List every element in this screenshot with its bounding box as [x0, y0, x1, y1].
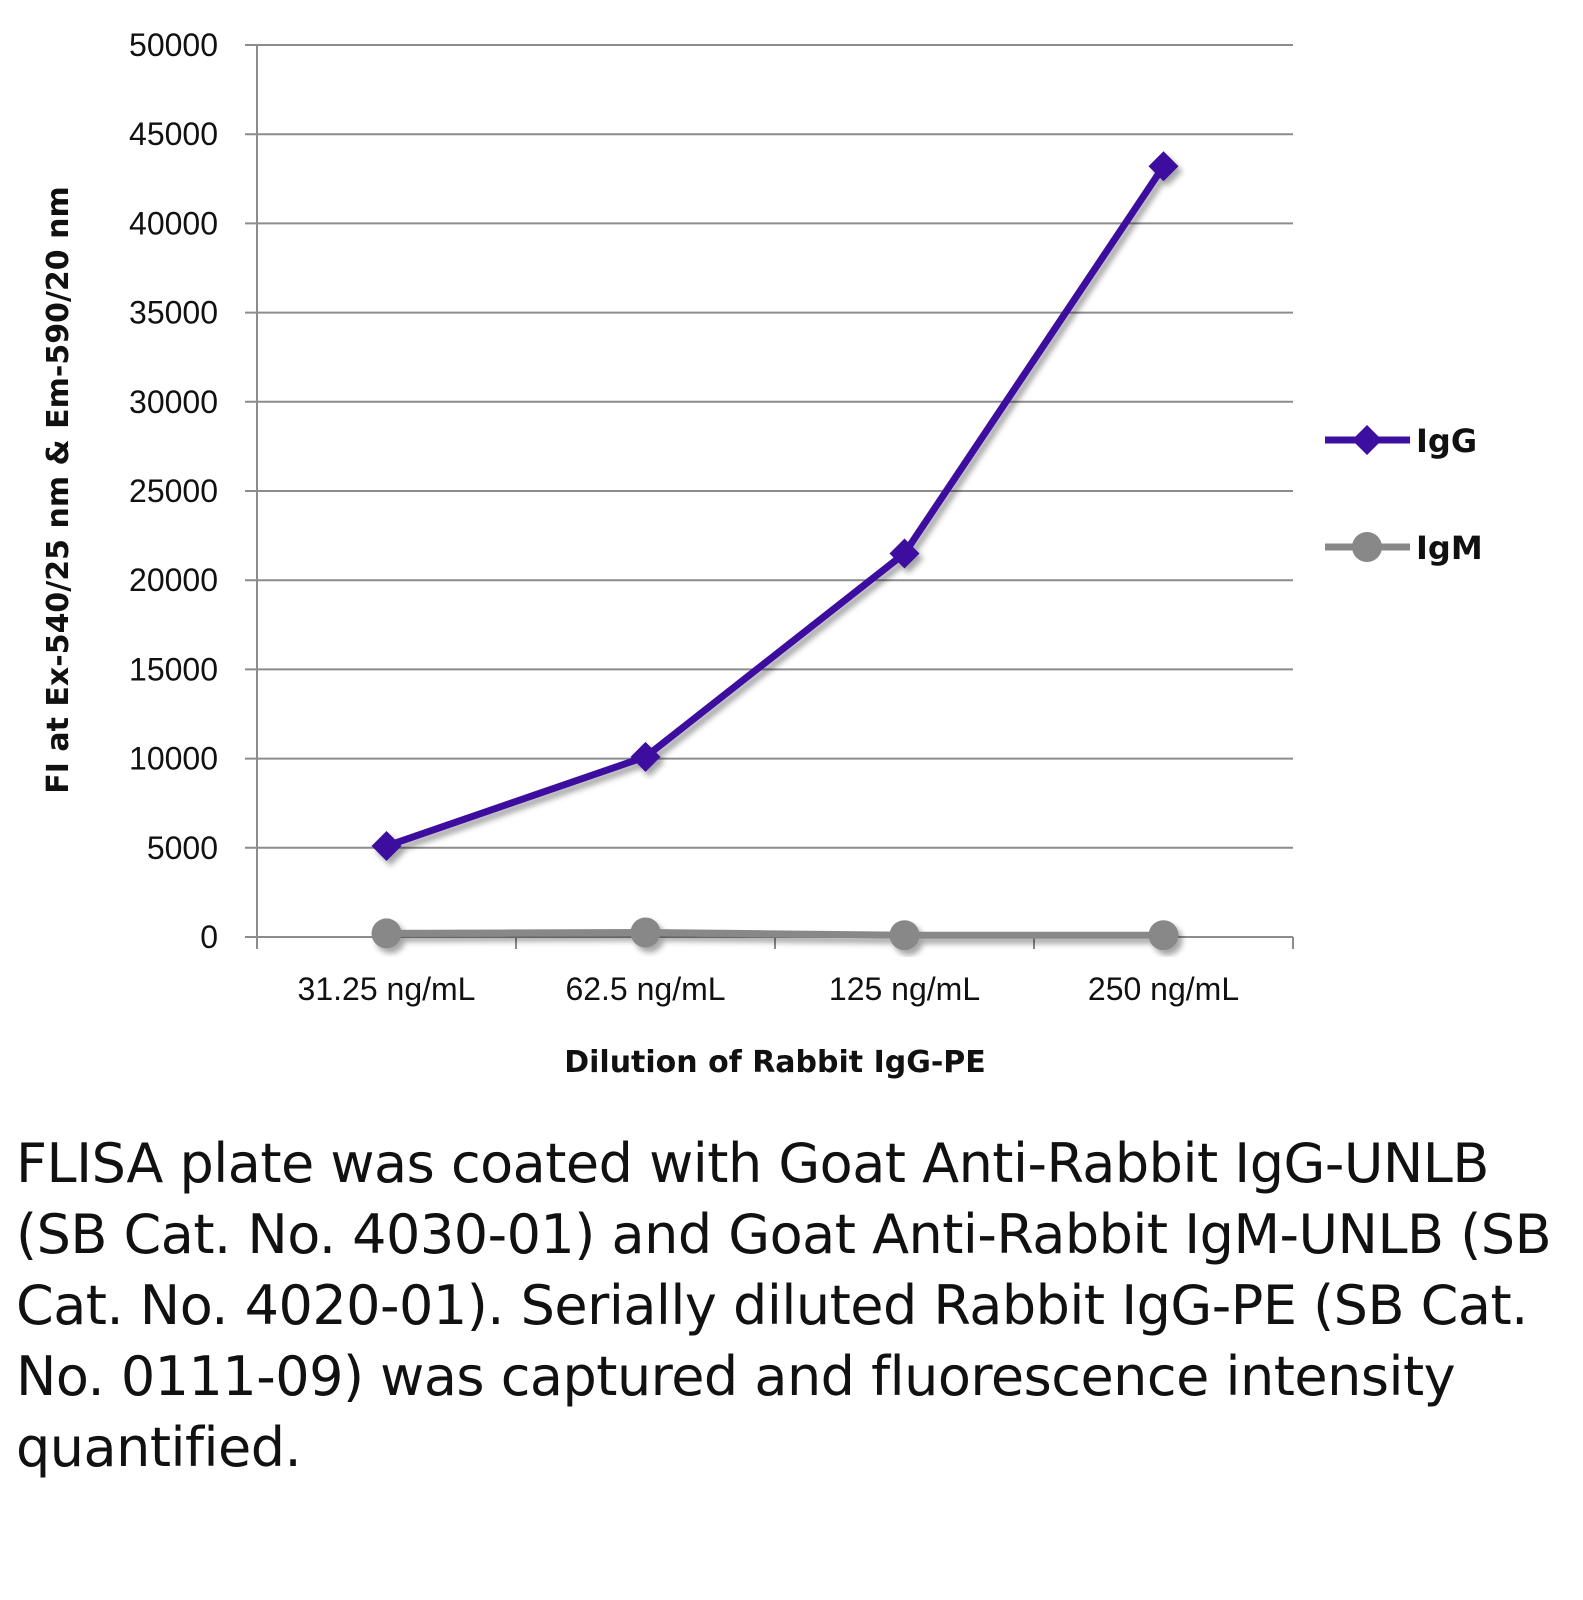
y-tick-label: 25000 [129, 473, 218, 509]
y-tick-label: 15000 [129, 651, 218, 687]
series-layer [371, 151, 1179, 951]
data-point-igm [1148, 920, 1179, 951]
legend-swatch-marker [1352, 425, 1382, 455]
y-tick-label: 40000 [129, 205, 218, 241]
legend-label: IgG [1416, 422, 1477, 460]
y-tick-label: 30000 [129, 384, 218, 420]
axes: 0 5000 10000 15000 20000 25000 30000 35000 40000… [129, 27, 1294, 1007]
legend-label: IgM [1416, 529, 1483, 567]
x-tick-label: 250 ng/mL [1088, 971, 1239, 1007]
legend: IgG IgM [1325, 422, 1483, 567]
series-igg [371, 151, 1179, 862]
data-point-igm [889, 920, 920, 951]
series-line-igg [385, 164, 1167, 850]
figure-caption: FLISA plate was coated with Goat Anti-Ra… [16, 1132, 1552, 1479]
data-point-igg [630, 741, 661, 772]
data-point-igm [630, 917, 661, 948]
x-axis-title: Dilution of Rabbit IgG-PE [564, 1045, 986, 1080]
data-point-igg [889, 538, 920, 569]
gridlines [245, 44, 1293, 849]
x-tick-label: 125 ng/mL [829, 971, 980, 1007]
y-tick-label: 20000 [129, 562, 218, 598]
legend-item-igm: IgM [1325, 529, 1483, 567]
y-axis-title: FI at Ex-540/25 nm & Em-590/20 nm [41, 186, 76, 793]
series-igm [371, 917, 1179, 951]
y-tick-label: 50000 [129, 27, 218, 63]
series-line-igm [386, 929, 1164, 939]
x-tick-label: 62.5 ng/mL [565, 971, 725, 1007]
legend-item-igg: IgG [1325, 422, 1477, 460]
y-tick-label: 45000 [129, 116, 218, 152]
y-tick-label: 0 [200, 919, 218, 955]
data-point-igg [371, 831, 402, 862]
data-point-igm [371, 918, 402, 949]
legend-swatch-marker [1352, 532, 1382, 562]
data-point-igg [1148, 151, 1179, 182]
y-tick-label: 10000 [129, 741, 218, 777]
y-tick-label: 5000 [147, 830, 218, 866]
chart: 0 5000 10000 15000 20000 25000 30000 35000 40000… [41, 27, 1483, 1080]
x-tick-label: 31.25 ng/mL [298, 971, 476, 1007]
y-tick-label: 35000 [129, 295, 218, 331]
